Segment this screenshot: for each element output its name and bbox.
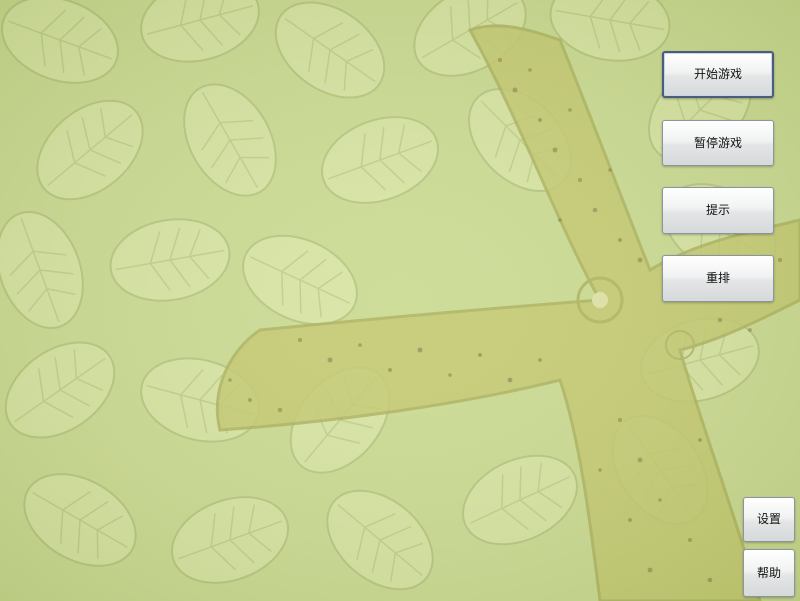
settings-button[interactable]: 设置 <box>743 497 795 542</box>
hint-button[interactable]: 提示 <box>662 187 774 234</box>
help-button[interactable]: 帮助 <box>743 549 795 597</box>
pause-game-button[interactable]: 暂停游戏 <box>662 120 774 166</box>
shuffle-button[interactable]: 重排 <box>662 255 774 302</box>
start-game-button[interactable]: 开始游戏 <box>662 51 774 98</box>
